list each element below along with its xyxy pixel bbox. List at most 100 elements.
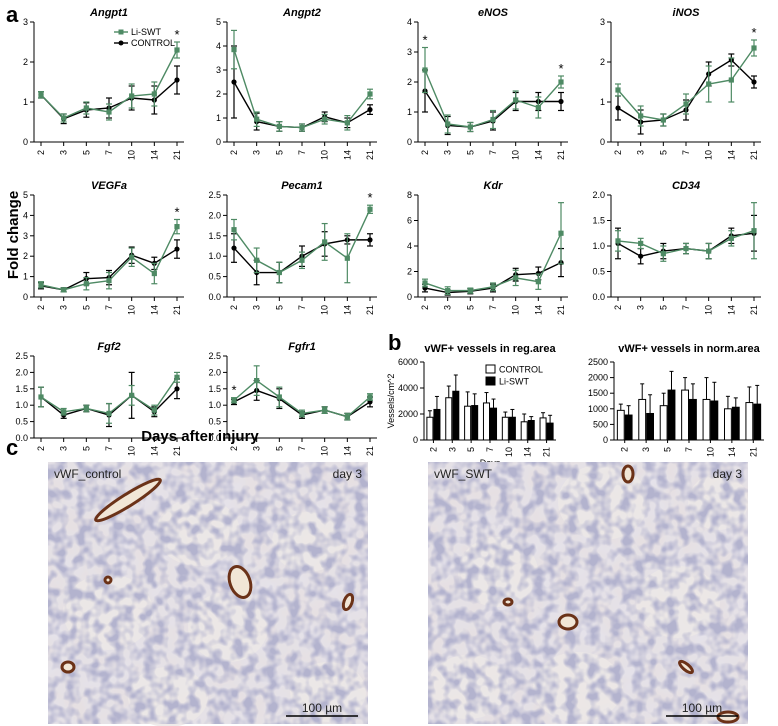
x-tick-label: 7 (488, 305, 498, 310)
chart-angpt2: 0 1 2 3 4 5 2 3 5 7 10 14 21 Angpt2 (216, 7, 377, 160)
data-point (322, 407, 328, 413)
data-point (367, 107, 373, 113)
x-tick-label: 14 (342, 446, 352, 456)
micrograph-control: vWF_control day 3 100 µm (48, 462, 368, 726)
bar-control (724, 408, 732, 441)
chart-title: eNOS (478, 7, 509, 19)
data-point (751, 79, 757, 85)
x-tick-label: 3 (252, 305, 262, 310)
series-li-swt (615, 39, 757, 127)
data-point (467, 288, 473, 294)
x-tick-label: 21 (749, 150, 759, 160)
y-tick-label: 1.5 (592, 216, 605, 226)
legend-swatch (485, 376, 496, 386)
vessel (621, 464, 635, 484)
vessel (678, 659, 694, 675)
y-tick-label: 2 (23, 57, 28, 67)
legend-label: CONTROL (499, 365, 543, 375)
legend-marker (118, 40, 124, 46)
x-tick-label: 10 (704, 305, 714, 315)
bar-li-swt (667, 389, 676, 441)
y-tick-label: 1.5 (208, 231, 221, 241)
x-tick-label: 2 (36, 305, 46, 310)
x-tick-label: 7 (684, 447, 694, 452)
y-tick-label: 0.0 (208, 292, 221, 302)
data-point (490, 116, 496, 123)
chart-fgfr1: 0.0 0.5 1.0 1.5 2.0 2.5 2 3 5 7 10 14 21 Fgfr1 * (208, 341, 377, 456)
data-point (535, 270, 541, 277)
data-point (174, 224, 180, 230)
y-tick-label: 0.0 (15, 433, 28, 443)
x-tick-label: 21 (365, 150, 375, 160)
y-tick-label: 0.5 (592, 267, 605, 277)
data-point (367, 237, 373, 243)
chart-cd34: 0.0 0.5 1.0 1.5 2.0 2 3 5 7 10 14 21 CD34 (592, 180, 761, 315)
chart-title: VEGFa (91, 180, 127, 192)
x-tick-label: 7 (104, 446, 114, 451)
data-point (276, 394, 282, 400)
bar-control (464, 405, 472, 441)
y-tick-label: 0 (216, 137, 221, 147)
data-point (490, 284, 496, 290)
vessel (341, 592, 355, 612)
y-tick-label: 2 (216, 89, 221, 99)
series-control (231, 45, 373, 132)
data-point (38, 92, 44, 98)
data-point (61, 287, 67, 293)
vessel (94, 477, 162, 523)
x-tick-label: 10 (511, 150, 521, 160)
micrograph-day: day 3 (713, 467, 743, 481)
chart-vwf-vessels-in-norm-area: 0 500 1000 1500 2000 2500 2 3 5 7 10 14 21 vWF+ vesse… (588, 343, 764, 457)
data-point (751, 228, 757, 234)
bar-li-swt (753, 403, 762, 441)
series-li-swt (38, 218, 180, 293)
x-tick-label: 14 (727, 447, 737, 457)
bar-li-swt (508, 416, 516, 441)
bar-control (426, 416, 434, 441)
series-control (615, 214, 757, 265)
chart-title: Angpt2 (282, 7, 321, 19)
bar-li-swt (471, 405, 479, 441)
vessel (502, 597, 514, 607)
x-tick-label: 10 (127, 150, 137, 160)
data-point (254, 257, 260, 263)
micrograph-label: vWF_control (54, 467, 121, 481)
y-tick-label: 500 (593, 419, 608, 429)
y-tick-label: 2 (407, 267, 412, 277)
x-tick-label: 5 (81, 305, 91, 310)
data-point (83, 405, 89, 412)
x-tick-label: 21 (365, 446, 375, 456)
x-tick-label: 2 (620, 447, 630, 452)
x-tick-label: 21 (172, 150, 182, 160)
micrograph-label: vWF_SWT (434, 467, 493, 481)
bar-control (681, 389, 690, 441)
y-tick-label: 1.0 (208, 400, 221, 410)
y-tick-label: 8 (407, 190, 412, 200)
vessel (103, 575, 113, 585)
x-tick-label: 5 (274, 150, 284, 155)
data-point (558, 79, 564, 85)
x-tick-label: 2 (613, 150, 623, 155)
data-point (174, 386, 180, 392)
data-point (367, 394, 373, 400)
data-point (231, 227, 237, 233)
y-axis-label: Vessels/cm^2 (386, 374, 396, 429)
x-tick-label: 2 (229, 150, 239, 155)
x-axis-label-days-after-injury: Days after injury (141, 428, 259, 445)
data-point (151, 91, 157, 97)
y-tick-label: 2500 (588, 357, 608, 367)
data-point (231, 245, 237, 251)
x-tick-label: 7 (485, 447, 495, 452)
y-tick-label: 0 (603, 435, 608, 445)
x-tick-label: 2 (36, 446, 46, 451)
legend-label: Li-SWT (131, 27, 161, 37)
micrograph-day: day 3 (333, 467, 363, 481)
x-tick-label: 21 (542, 447, 552, 457)
series-li-swt (422, 46, 564, 134)
y-tick-label: 6000 (398, 357, 418, 367)
x-tick-label: 3 (447, 447, 457, 452)
data-point (751, 45, 757, 51)
x-tick-label: 14 (533, 305, 543, 315)
data-point (61, 115, 67, 121)
y-tick-label: 4 (23, 210, 28, 220)
